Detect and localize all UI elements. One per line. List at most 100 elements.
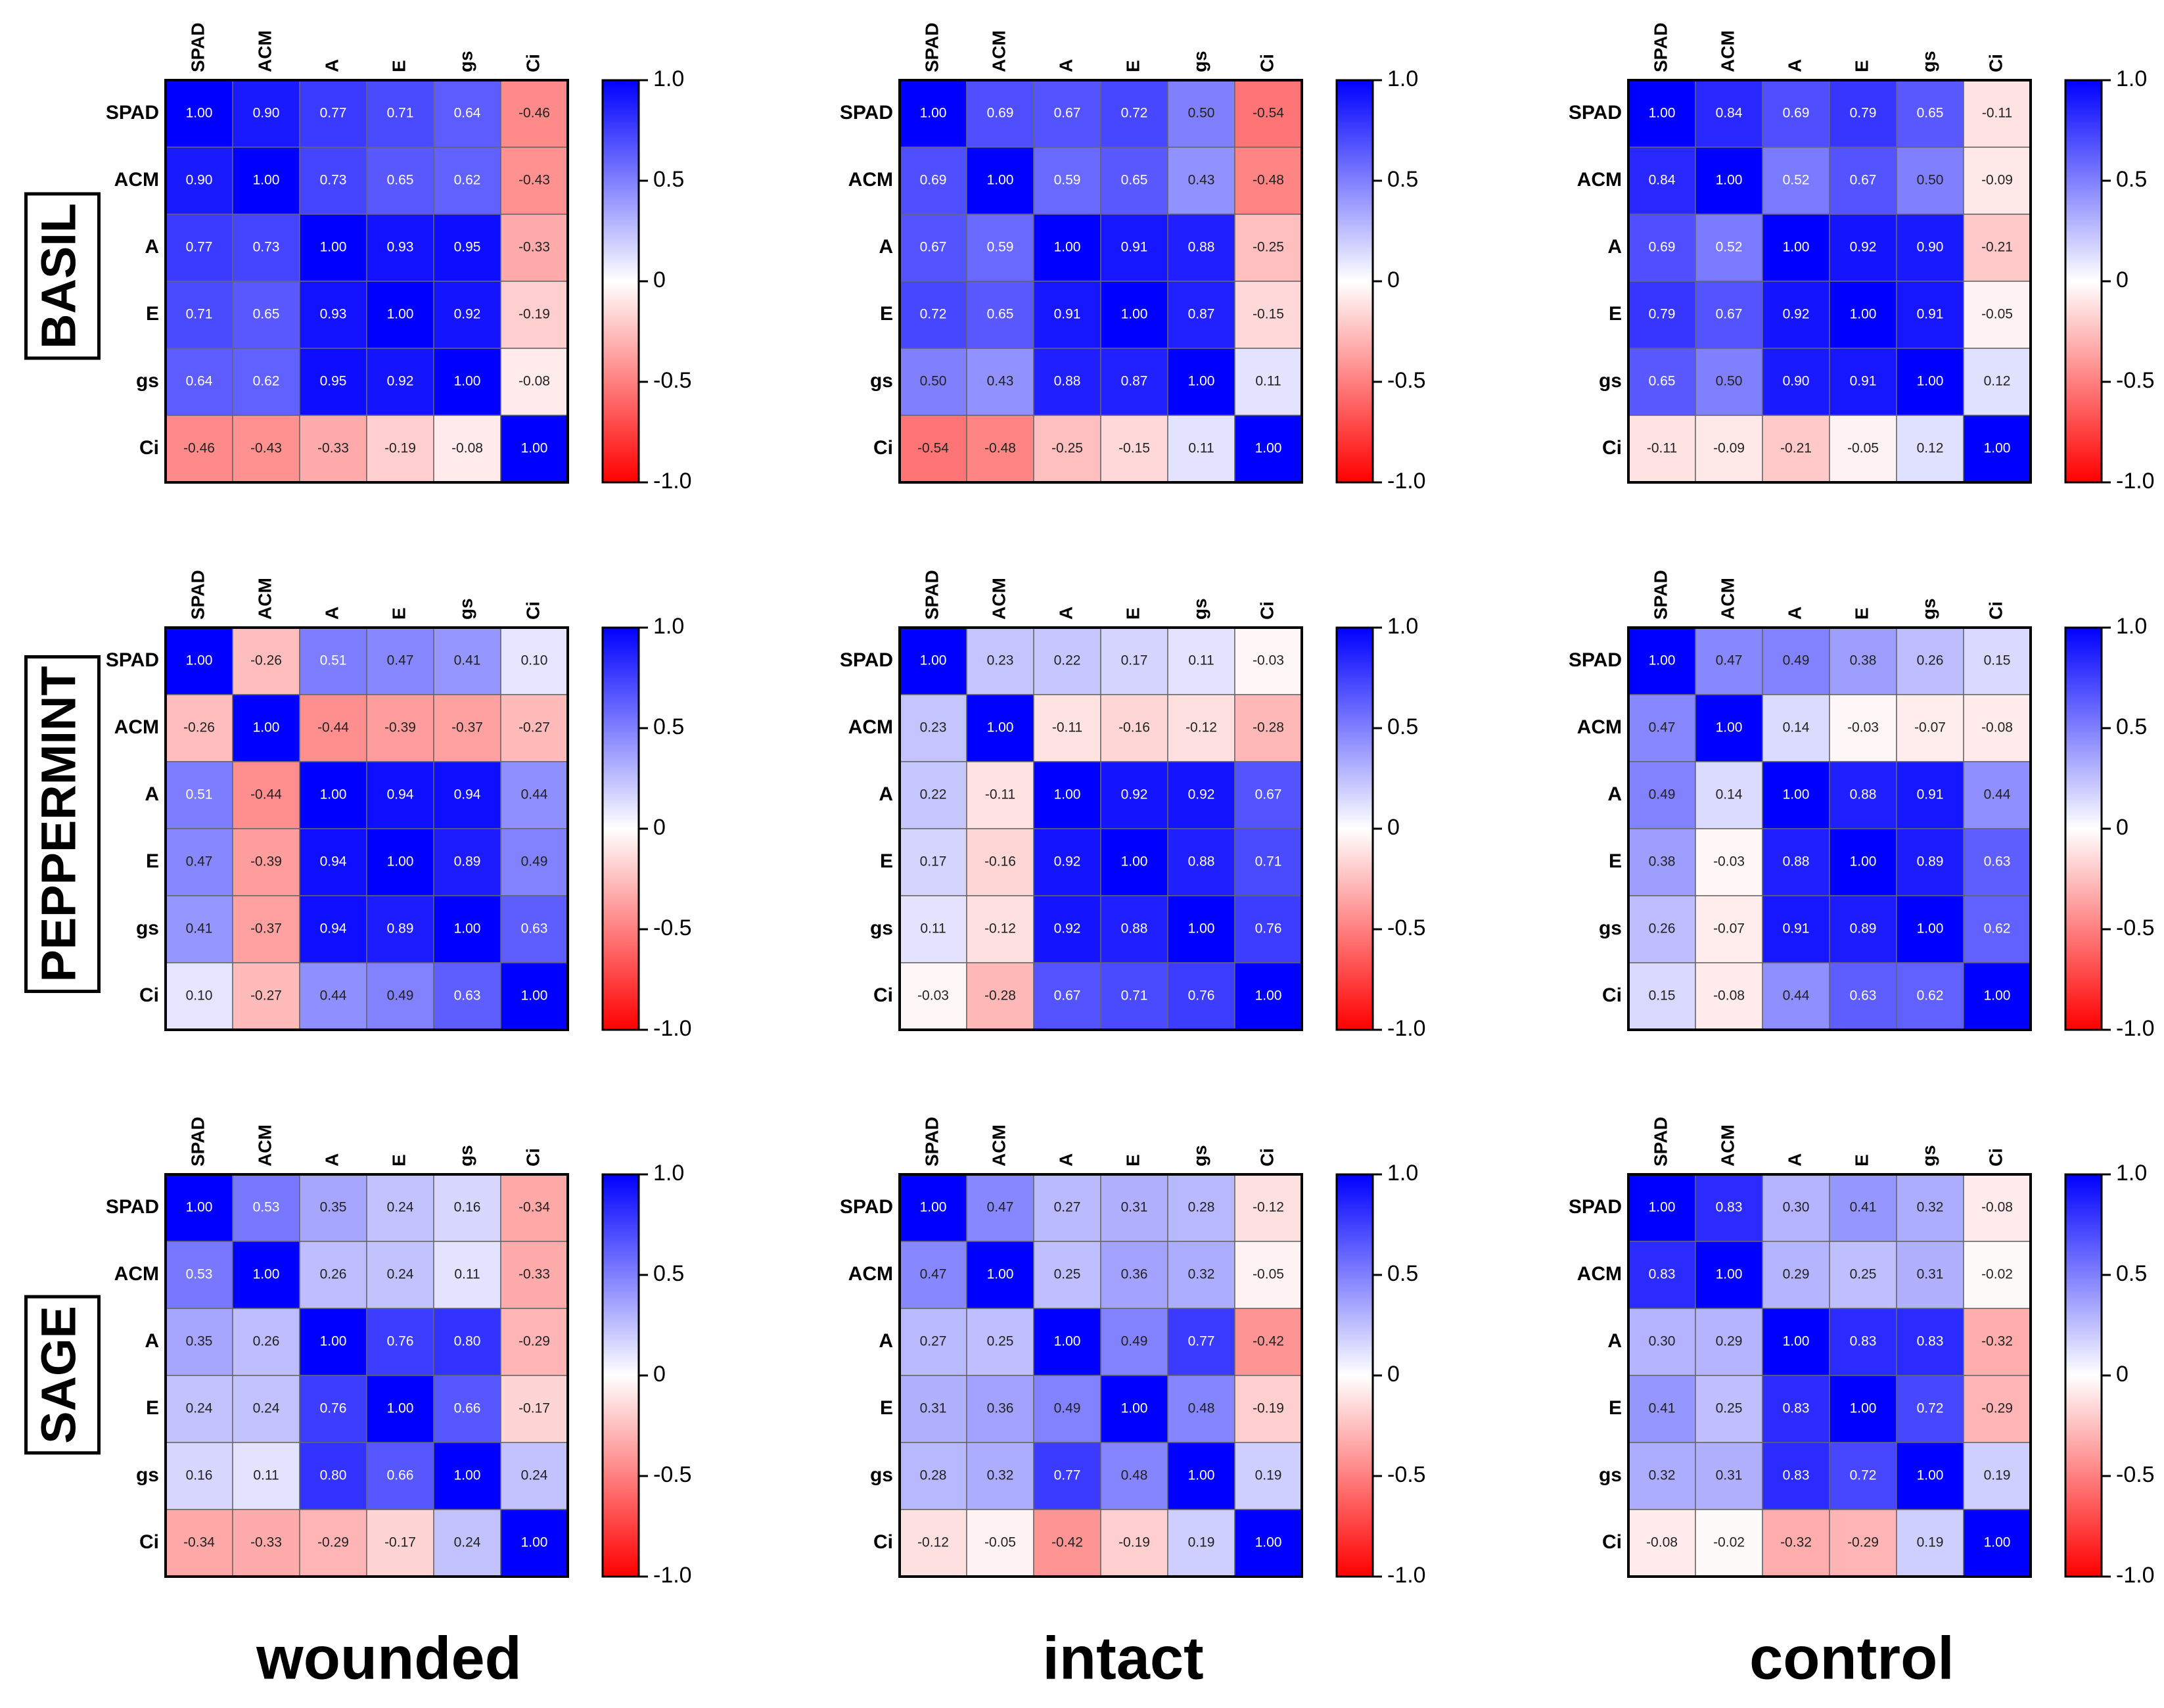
- cell-label: 0.41: [454, 653, 481, 668]
- y-category-label: ACM: [1577, 169, 1622, 191]
- colorbar-tick-label: 0.5: [653, 167, 684, 192]
- cell-label: -0.09: [1981, 173, 2013, 188]
- cell-label: 0.90: [186, 173, 213, 188]
- heatmap-cell: [1234, 214, 1302, 282]
- cell-label: 0.11: [1255, 374, 1281, 389]
- cell-label: 0.17: [920, 854, 947, 869]
- cell-label: -0.39: [250, 854, 282, 869]
- cell-label: 0.44: [521, 787, 548, 802]
- cell-label: 0.36: [987, 1401, 1014, 1416]
- cell-label: -0.33: [250, 1535, 282, 1550]
- cell-label: 0.30: [1649, 1334, 1676, 1349]
- heatmap-cell: [966, 627, 1034, 695]
- cell-label: 0.90: [1783, 374, 1810, 389]
- cell-label: -0.11: [1647, 441, 1677, 456]
- y-category-label: E: [1609, 850, 1622, 872]
- cell-label: 0.23: [920, 720, 947, 735]
- cell-label: 1.00: [521, 441, 548, 456]
- heatmap-cell: [1963, 348, 2031, 416]
- y-category-label: A: [145, 783, 159, 805]
- cell-label: 0.66: [454, 1401, 481, 1416]
- cell-label: -0.19: [1118, 1535, 1150, 1550]
- cell-label: -0.37: [451, 720, 483, 735]
- cell-label: 1.00: [1188, 921, 1215, 936]
- heatmap-cell: [299, 1174, 367, 1242]
- colorbar-tick-label: 0: [1387, 815, 1400, 840]
- heatmap-cell: [1167, 627, 1235, 695]
- cell-label: 0.49: [1121, 1334, 1148, 1349]
- cell-label: 0.76: [387, 1334, 414, 1349]
- y-category-label: ACM: [848, 716, 893, 738]
- heatmap-cell: [1100, 761, 1168, 829]
- cell-label: 1.00: [1984, 441, 2011, 456]
- heatmap-cell: [1695, 962, 1763, 1030]
- cell-label: 0.89: [454, 854, 481, 869]
- heatmap-cell: [966, 214, 1034, 282]
- cell-label: 0.92: [1850, 240, 1877, 255]
- heatmap-cell: [899, 415, 967, 483]
- cell-label: 0.49: [1054, 1401, 1081, 1416]
- cell-label: -0.33: [518, 1267, 550, 1282]
- cell-label: -0.43: [518, 173, 550, 188]
- heatmap-cell: [299, 1241, 367, 1309]
- y-category-label: A: [1607, 236, 1622, 258]
- heatmap-border: [898, 626, 1303, 1031]
- colorbar-tick-label: 1.0: [2116, 66, 2147, 91]
- cell-label: -0.32: [1780, 1535, 1812, 1550]
- heatmap-cell: [433, 1174, 501, 1242]
- cell-label: 0.35: [186, 1334, 213, 1349]
- cell-label: -0.42: [1253, 1334, 1284, 1349]
- cell-label: 0.84: [1649, 173, 1676, 188]
- heatmap-cell: [966, 147, 1034, 215]
- row-label: BASIL: [32, 203, 86, 349]
- heatmap-border: [1627, 1173, 2032, 1578]
- colorbar-tick-label: 1.0: [2116, 614, 2147, 639]
- x-category-label: SPAD: [921, 1117, 942, 1166]
- heatmap-cell: [366, 214, 434, 282]
- y-category-label: E: [146, 850, 159, 872]
- colorbar-tick-label: 1.0: [653, 66, 684, 91]
- heatmap-cell: [1167, 147, 1235, 215]
- cell-label: 0.65: [1917, 106, 1944, 121]
- heatmap-cell: [1695, 214, 1763, 282]
- heatmap-border: [164, 626, 569, 1031]
- colorbar-tick-label: 1.0: [1387, 614, 1418, 639]
- heatmap-cell: [299, 761, 367, 829]
- heatmap-cell: [433, 761, 501, 829]
- cell-label: 1.00: [186, 1200, 213, 1215]
- y-category-label: gs: [1599, 1464, 1622, 1486]
- cell-label: 0.95: [454, 240, 481, 255]
- cell-label: -0.25: [1253, 240, 1284, 255]
- cell-label: 1.00: [521, 1535, 548, 1550]
- heatmap-cell: [1628, 1241, 1696, 1309]
- cell-label: 0.94: [454, 787, 481, 802]
- cell-label: 0.84: [1716, 106, 1743, 121]
- cell-label: 1.00: [253, 720, 280, 735]
- cell-label: 0.25: [1850, 1267, 1877, 1282]
- cell-label: -0.39: [384, 720, 416, 735]
- cell-label: 0.92: [1054, 854, 1081, 869]
- y-category-label: SPAD: [1569, 102, 1622, 124]
- y-category-label: Ci: [139, 437, 159, 459]
- colorbar-tick-label: -0.5: [1387, 368, 1426, 393]
- cell-label: -0.12: [1253, 1200, 1284, 1215]
- cell-label: 0.95: [320, 374, 347, 389]
- x-category-label: E: [388, 60, 409, 72]
- x-category-label: gs: [1189, 598, 1210, 620]
- x-category-label: SPAD: [187, 1117, 208, 1166]
- cell-label: 1.00: [1054, 240, 1081, 255]
- cell-label: 0.63: [1850, 988, 1877, 1004]
- heatmap-cell: [966, 415, 1034, 483]
- heatmap-cell: [1628, 80, 1696, 148]
- cell-label: 0.91: [1054, 307, 1081, 322]
- cell-label: 1.00: [987, 1267, 1014, 1282]
- cell-label: 0.67: [1850, 173, 1877, 188]
- heatmap-cell: [500, 1509, 568, 1577]
- cell-label: -0.17: [384, 1535, 416, 1550]
- cell-label: -0.33: [317, 441, 349, 456]
- heatmap-cell: [500, 80, 568, 148]
- cell-label: 0.35: [320, 1200, 347, 1215]
- colorbar: [2064, 1173, 2103, 1578]
- x-category-label: A: [1784, 59, 1805, 72]
